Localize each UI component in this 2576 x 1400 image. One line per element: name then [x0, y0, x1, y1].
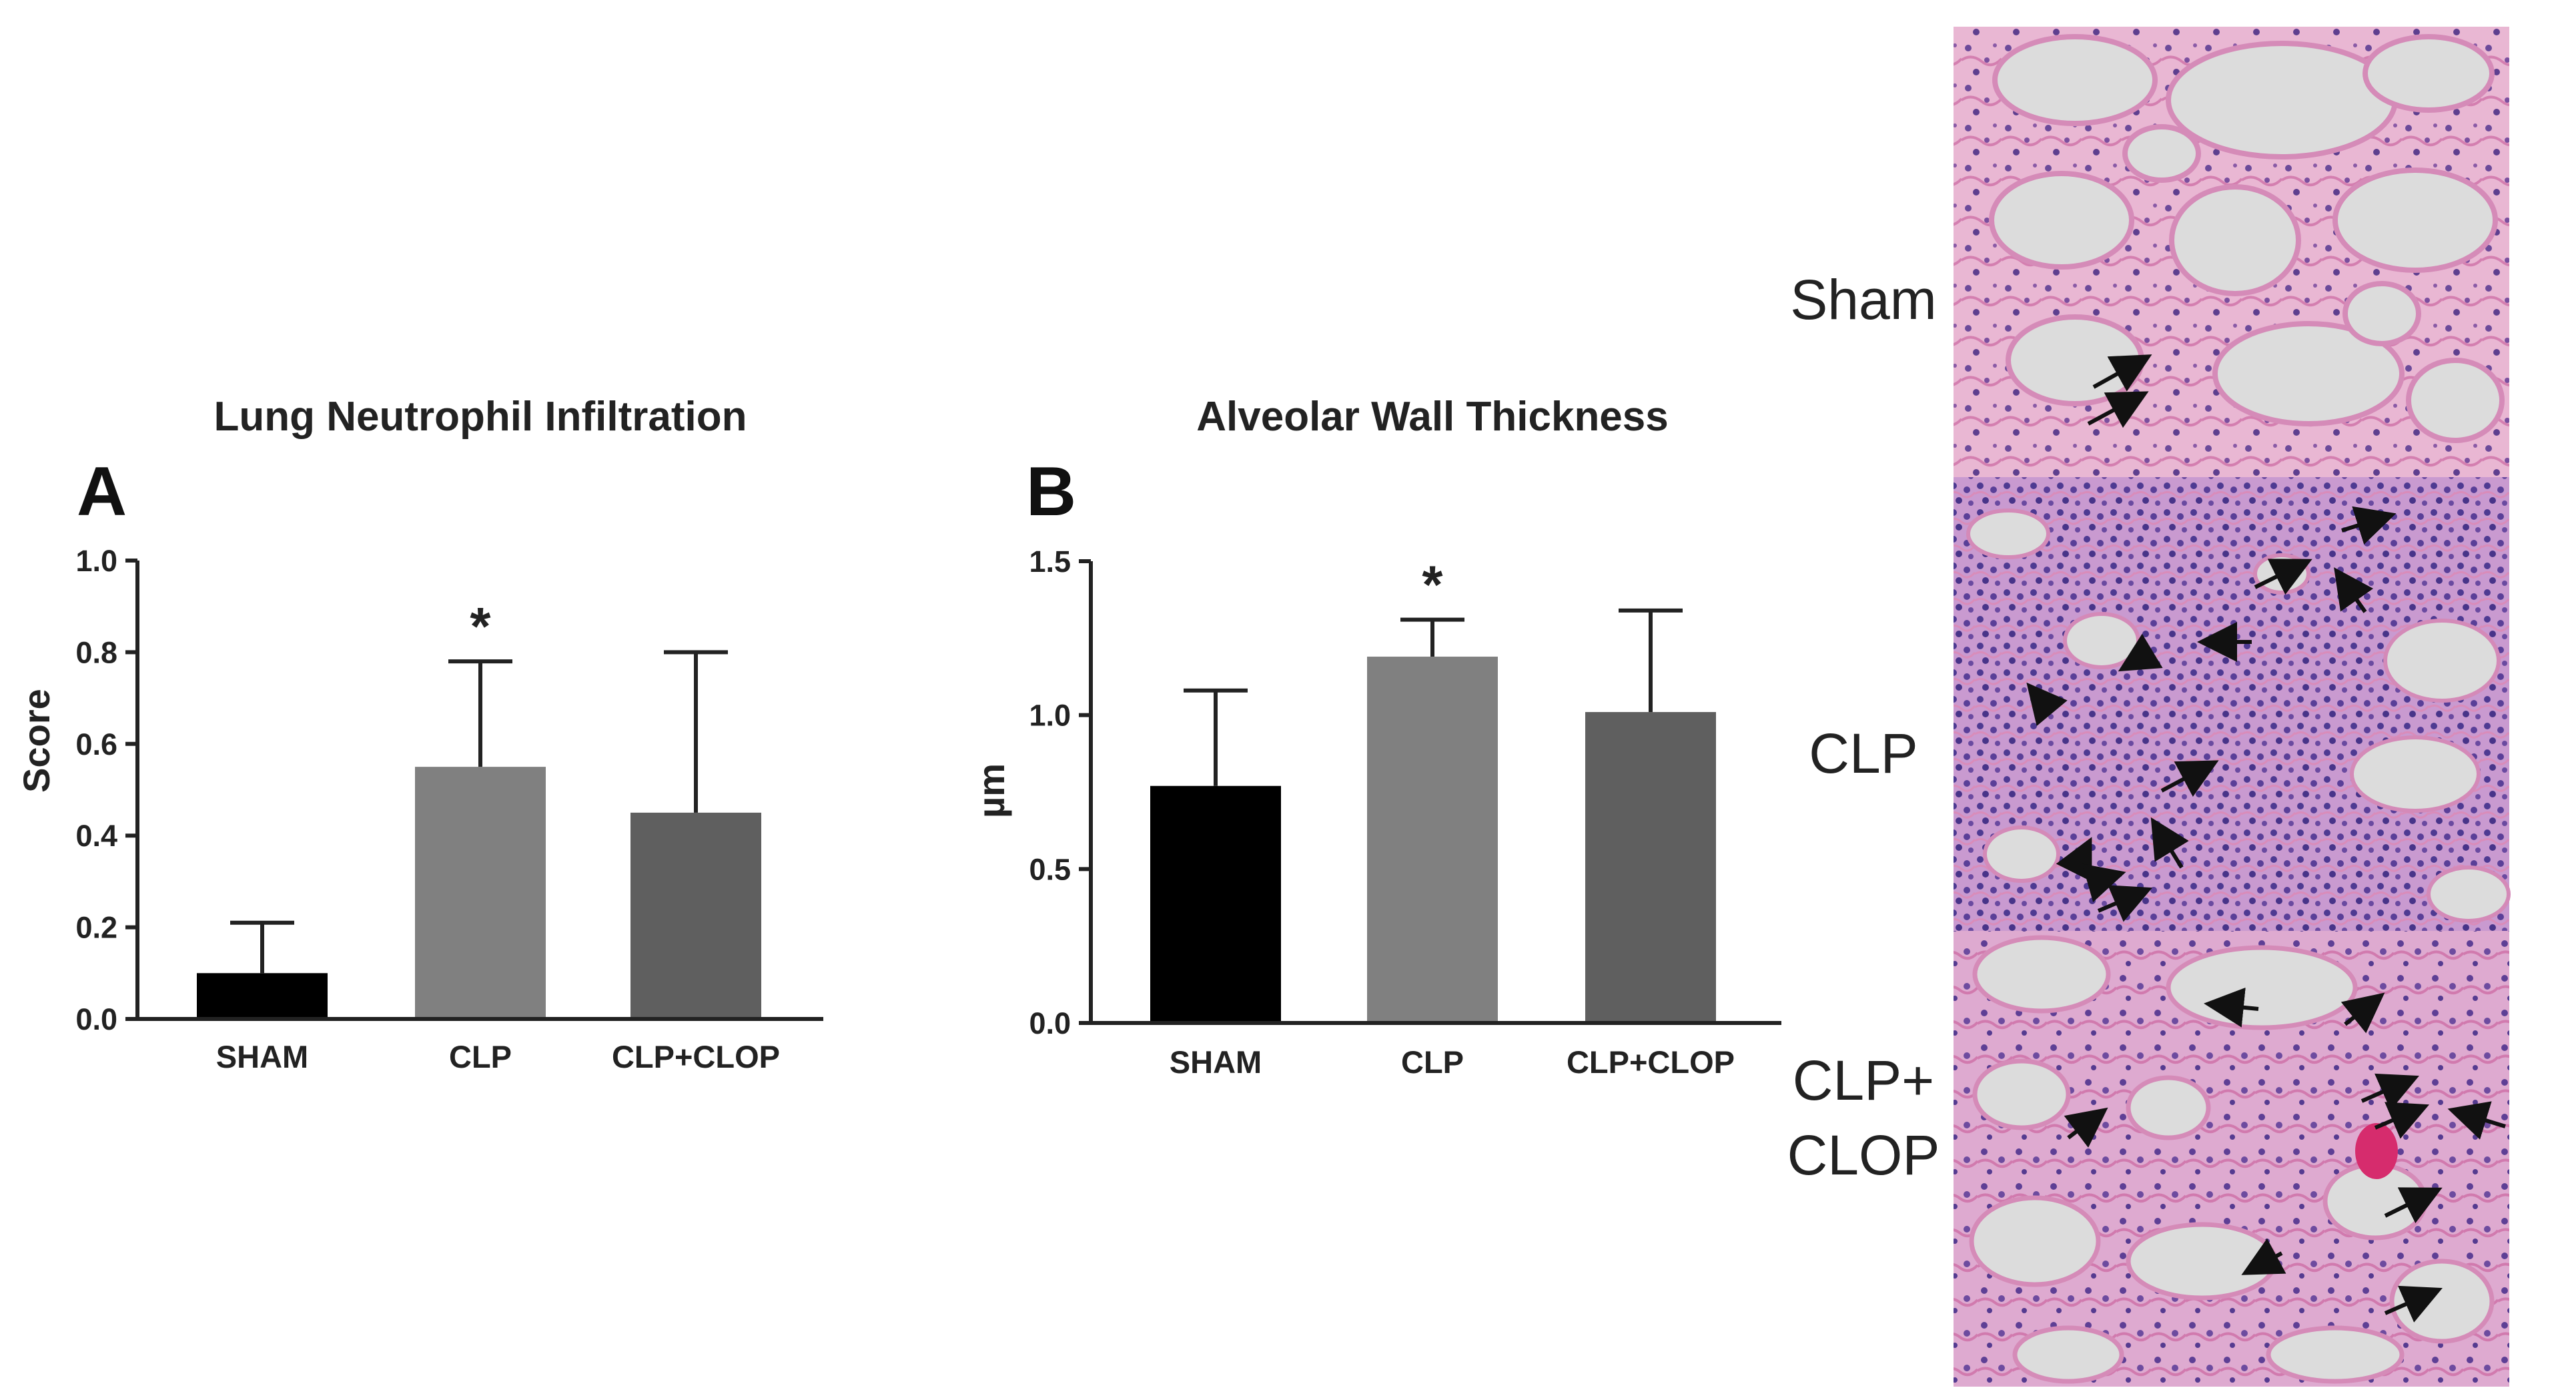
significance-marker: * — [470, 597, 491, 656]
y-tick-label: 0.6 — [75, 727, 117, 761]
bar-clp-clop — [630, 812, 761, 1019]
category-label: CLP — [449, 1039, 512, 1074]
category-label: CLP+CLOP — [612, 1039, 780, 1074]
y-tick-label: 0.2 — [75, 911, 117, 945]
y-tick-label: 0.0 — [1029, 1006, 1071, 1040]
y-tick-label: 1.0 — [1029, 699, 1071, 733]
panel-a-title: Lung Neutrophil Infiltration — [214, 394, 747, 440]
histology-label-clp-clop-line1: CLP+ — [1793, 1049, 1934, 1112]
panel-a-y-ticks: 0.0 0.2 0.4 0.6 0.8 1.0 — [75, 544, 137, 1036]
category-label: CLP — [1401, 1044, 1464, 1080]
panel-b-bars — [1150, 657, 1716, 1023]
y-tick-label: 1.0 — [75, 544, 117, 578]
panel-a-significance: * — [470, 597, 491, 656]
bar-sham — [197, 973, 328, 1019]
category-label: SHAM — [216, 1039, 308, 1074]
histology-label-sham: Sham — [1790, 268, 1936, 331]
panel-a-axes — [135, 561, 823, 1021]
blood-vessel — [2355, 1123, 2398, 1179]
bar-clp-clop — [1585, 712, 1716, 1023]
bar-clp — [415, 767, 546, 1019]
panel-a-error-bars — [230, 650, 728, 974]
panel-b-letter: B — [1026, 453, 1076, 531]
y-tick-label: 0.0 — [75, 1002, 117, 1036]
histology-clp-image — [1954, 477, 2511, 931]
panel-b-title: Alveolar Wall Thickness — [1196, 394, 1669, 440]
histology-label-clp-clop-line2: CLOP — [1787, 1124, 1940, 1186]
panel-a-chart: Lung Neutrophil Infiltration A Score 0.0… — [15, 394, 823, 1074]
panel-b-chart: Alveolar Wall Thickness B µm 0.0 0.5 1.0 1.… — [970, 394, 1781, 1080]
bar-clp — [1367, 657, 1498, 1023]
significance-marker: * — [1422, 555, 1443, 615]
category-label: SHAM — [1170, 1044, 1262, 1080]
histology-clp-clop-image — [1954, 931, 2509, 1387]
panel-a-category-labels: SHAM CLP CLP+CLOP — [216, 1039, 780, 1074]
y-tick-label: 0.4 — [75, 819, 117, 853]
panel-b-category-labels: SHAM CLP CLP+CLOP — [1170, 1044, 1735, 1080]
histology-images — [1954, 27, 2511, 1387]
y-tick-label: 0.5 — [1029, 852, 1071, 886]
histology-label-clp: CLP — [1809, 722, 1917, 785]
panel-a-letter: A — [77, 453, 127, 531]
y-tick-label: 0.8 — [75, 635, 117, 669]
category-label: CLP+CLOP — [1567, 1044, 1735, 1080]
panel-a-y-axis-label: Score — [15, 689, 57, 793]
panel-b-significance: * — [1422, 555, 1443, 615]
histology-sham-image — [1954, 27, 2509, 477]
panel-b-y-ticks: 0.0 0.5 1.0 1.5 — [1029, 545, 1091, 1040]
y-tick-label: 1.5 — [1029, 545, 1071, 579]
panel-b-error-bars — [1184, 608, 1683, 786]
bar-sham — [1150, 785, 1281, 1023]
panel-a-bars — [197, 767, 761, 1019]
panel-b-axes — [1089, 561, 1781, 1025]
panel-b-y-axis-label: µm — [970, 763, 1012, 818]
